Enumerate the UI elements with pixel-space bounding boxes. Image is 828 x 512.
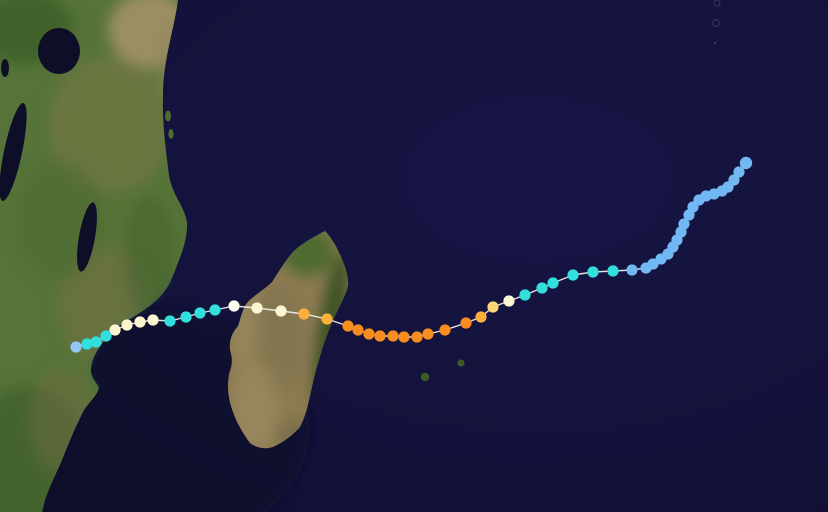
track-point-gold	[298, 308, 310, 320]
track-point-orange	[374, 330, 386, 342]
track-point-orange	[439, 324, 451, 336]
track-point-cyan	[519, 289, 531, 301]
track-point-cyan	[536, 282, 548, 294]
track-point-cyan	[607, 265, 619, 277]
lake-tanganyika	[0, 103, 27, 201]
atoll-3	[713, 41, 717, 45]
track-point-blue	[626, 264, 638, 276]
atoll-1	[713, 0, 721, 7]
track-point-cyan	[587, 266, 599, 278]
atoll-2	[712, 19, 720, 27]
track-point-cyan	[209, 304, 221, 316]
track-point-cream	[147, 314, 159, 326]
track-point-cyan	[194, 307, 206, 319]
track-point-cream	[121, 319, 133, 331]
track-point-cyan	[567, 269, 579, 281]
track-point-blue	[640, 262, 652, 274]
track-point-cyan	[90, 336, 102, 348]
track-point-orange	[352, 324, 364, 336]
track-point-orange	[411, 331, 423, 343]
track-point-gold_light	[487, 301, 499, 313]
track-point-orange	[460, 317, 472, 329]
track-point-cyan	[547, 277, 559, 289]
track-point-cyan	[100, 330, 112, 342]
track-point-blue	[655, 253, 667, 265]
track-point-orange	[422, 328, 434, 340]
track-point-blue	[739, 156, 753, 170]
track-point-gold	[321, 313, 333, 325]
track-point-pale_blue	[70, 341, 82, 353]
track-point-cream	[134, 316, 146, 328]
track-point-cyan	[180, 311, 192, 323]
track-point-orange	[342, 320, 354, 332]
lake-malawi	[77, 202, 97, 272]
track-point-cyan	[164, 315, 176, 327]
zanzibar-island	[168, 129, 174, 139]
east-africa-landmass	[0, 0, 188, 512]
track-point-orange	[363, 328, 375, 340]
track-point-cream	[109, 324, 121, 336]
track-point-orange	[387, 330, 399, 342]
atoll-marks	[712, 0, 721, 45]
small-rift-lake	[1, 59, 9, 77]
track-point-cream	[503, 295, 515, 307]
track-point-orange	[398, 331, 410, 343]
track-point-cyan	[81, 338, 93, 350]
track-point-gold	[475, 311, 487, 323]
lake-victoria	[38, 28, 80, 74]
storm-track	[70, 156, 753, 353]
track-point-cream	[275, 305, 287, 317]
reunion-island	[420, 372, 430, 382]
track-point-cream	[251, 302, 263, 314]
track-point-blue	[683, 209, 695, 221]
track-point-blue	[733, 166, 745, 178]
mauritius-island	[457, 359, 465, 367]
pemba-island	[165, 110, 171, 122]
track-point-white	[228, 300, 240, 312]
